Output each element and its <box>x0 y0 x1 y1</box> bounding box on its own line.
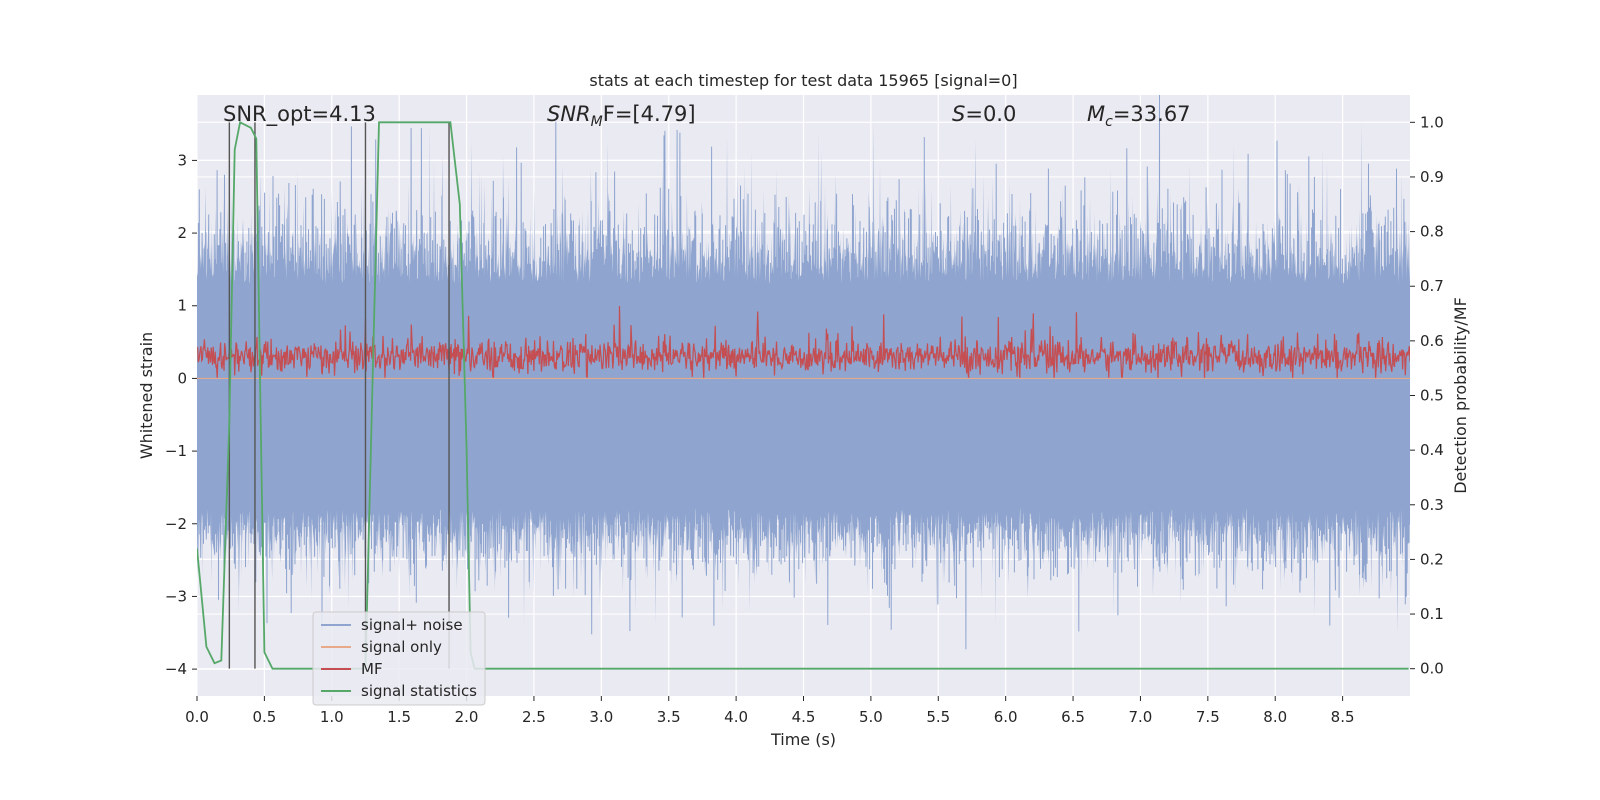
y-right-tick-label: 0.3 <box>1420 496 1444 514</box>
x-tick-label: 0.5 <box>252 708 276 726</box>
x-tick-label: 4.0 <box>724 708 748 726</box>
legend-label: signal statistics <box>361 682 477 700</box>
mc-rest: =33.67 <box>1113 102 1191 126</box>
y-axis-right-ticks: 1.0 0.9 0.8 0.7 0.6 0.5 0.4 0.3 0.2 0.1 0.0 <box>1410 113 1444 678</box>
legend-label: MF <box>361 660 383 678</box>
x-tick-label: 3.5 <box>657 708 681 726</box>
annotation-snr-opt: SNR_opt=4.13 <box>223 102 376 127</box>
y-right-tick-label: 1.0 <box>1420 113 1444 131</box>
y-right-tick-label: 0.8 <box>1420 223 1444 241</box>
snr-mf-base: SNR <box>547 102 591 126</box>
y-right-tick-label: 0.9 <box>1420 168 1444 186</box>
x-axis-ticks: 0.0 0.5 1.0 1.5 2.0 2.5 3.0 3.5 4.0 4.5 5.0 5.5 6.0 6… <box>185 696 1355 726</box>
annotation-mc: Mc=33.67 <box>1087 102 1191 130</box>
y-right-tick-label: 0.7 <box>1420 277 1444 295</box>
x-tick-label: 8.5 <box>1331 708 1355 726</box>
x-tick-label: 4.5 <box>792 708 816 726</box>
x-tick-label: 5.5 <box>926 708 950 726</box>
x-tick-label: 5.0 <box>859 708 883 726</box>
y-left-tick-label: 0 <box>177 369 187 387</box>
y-left-tick-label: 1 <box>177 297 187 315</box>
mc-base: M <box>1087 102 1105 126</box>
y-right-tick-label: 0.1 <box>1420 605 1444 623</box>
x-tick-label: 3.0 <box>589 708 613 726</box>
x-tick-label: 7.0 <box>1129 708 1153 726</box>
x-tick-label: 0.0 <box>185 708 209 726</box>
chart-title: stats at each timestep for test data 159… <box>589 71 1017 90</box>
y-right-tick-label: 0.5 <box>1420 387 1444 405</box>
x-tick-label: 1.5 <box>387 708 411 726</box>
y-axis-left-label: Whitened strain <box>137 332 156 459</box>
x-tick-label: 2.5 <box>522 708 546 726</box>
legend-box <box>312 611 486 706</box>
annotation-snr-mf: SNRMF=[4.79] <box>547 102 696 130</box>
legend-label: signal only <box>361 638 442 656</box>
s-base: S <box>952 102 965 126</box>
y-axis-right-label: Detection probability/MF <box>1451 297 1470 494</box>
y-left-tick-label: −2 <box>165 515 187 533</box>
mc-sub: c <box>1105 114 1113 130</box>
x-tick-label: 7.5 <box>1196 708 1220 726</box>
x-axis-label: Time (s) <box>770 730 836 749</box>
y-right-tick-label: 0.0 <box>1420 660 1444 678</box>
x-tick-label: 1.0 <box>320 708 344 726</box>
x-tick-label: 8.0 <box>1263 708 1287 726</box>
x-tick-label: 6.0 <box>994 708 1018 726</box>
legend-label: signal+ noise <box>361 616 463 634</box>
s-rest: =0.0 <box>965 102 1016 126</box>
signal-statistics-series <box>197 120 1409 670</box>
y-left-tick-label: 3 <box>177 151 187 169</box>
legend: signal+ noise signal only MF signal statist… <box>312 611 486 706</box>
y-left-tick-label: −1 <box>165 442 187 460</box>
y-axis-left-ticks: 3 2 1 0 −1 −2 −3 −4 <box>165 151 197 678</box>
annotation-s: S=0.0 <box>952 102 1016 126</box>
y-right-tick-label: 0.6 <box>1420 332 1444 350</box>
y-left-tick-label: 2 <box>177 224 187 242</box>
x-tick-label: 2.0 <box>455 708 479 726</box>
y-left-tick-label: −3 <box>165 587 187 605</box>
x-tick-label: 6.5 <box>1061 708 1085 726</box>
snr-mf-sub: M <box>591 114 603 130</box>
y-right-tick-label: 0.4 <box>1420 441 1444 459</box>
y-right-tick-label: 0.2 <box>1420 550 1444 568</box>
mf-series <box>197 305 1410 380</box>
snr-mf-rest: F=[4.79] <box>603 102 696 126</box>
y-left-tick-label: −4 <box>165 660 187 678</box>
